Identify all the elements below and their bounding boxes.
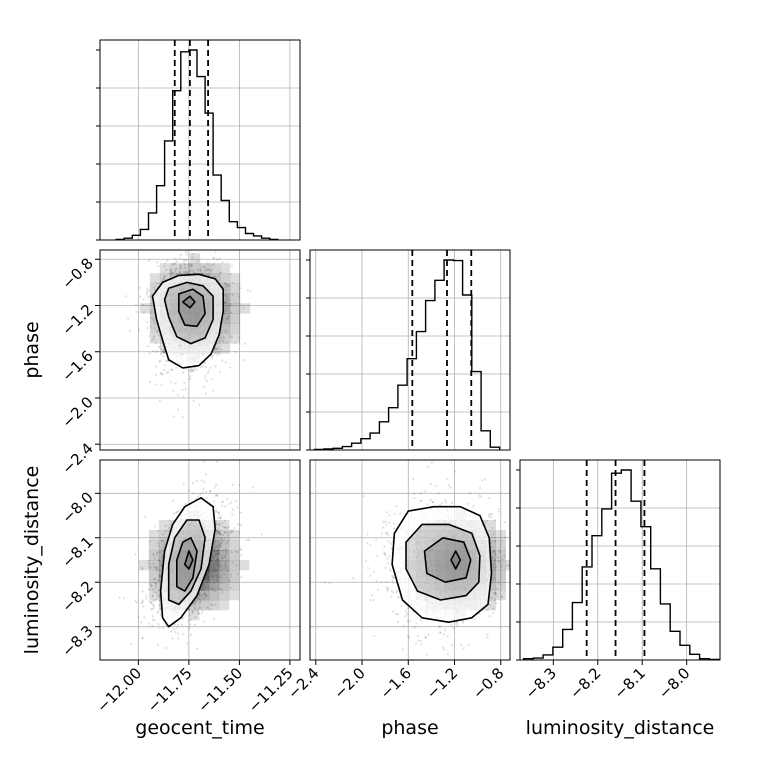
contour-level-1 xyxy=(151,273,224,369)
xlabel-luminosity-distance: luminosity_distance xyxy=(526,717,715,739)
contour-level-3 xyxy=(423,536,472,584)
ylabel-phase: phase xyxy=(21,321,43,378)
xlabel-phase: phase xyxy=(381,717,438,739)
panel-frame xyxy=(309,459,511,661)
contour-level-3 xyxy=(178,288,206,328)
density-geocent-time-phase xyxy=(124,250,252,419)
histogram-step-phase xyxy=(313,259,501,451)
density-phase-luminosity-distance xyxy=(323,461,510,656)
contour-level-2 xyxy=(167,519,206,606)
contour-level-2 xyxy=(405,523,481,601)
panel-frame xyxy=(99,249,301,451)
panel-frame xyxy=(99,459,301,661)
panel-frame xyxy=(519,459,721,661)
contour-level-3 xyxy=(176,536,198,592)
contour-level-4 xyxy=(450,550,462,570)
histogram-step-geocent-time xyxy=(115,49,279,241)
contour-level-2 xyxy=(163,281,214,345)
panel-frame xyxy=(99,39,301,241)
contour-level-4 xyxy=(182,295,196,309)
ylabel-luminosity-distance: luminosity_distance xyxy=(21,466,43,655)
histogram-step-luminosity-distance xyxy=(522,469,720,661)
contour-level-1 xyxy=(159,496,216,628)
density-geocent-time-luminosity-distance xyxy=(118,460,263,650)
contour-level-4 xyxy=(184,550,194,570)
contour-level-1 xyxy=(391,505,493,624)
panel-frame xyxy=(309,249,511,451)
xlabel-geocent-time: geocent_time xyxy=(135,717,264,739)
